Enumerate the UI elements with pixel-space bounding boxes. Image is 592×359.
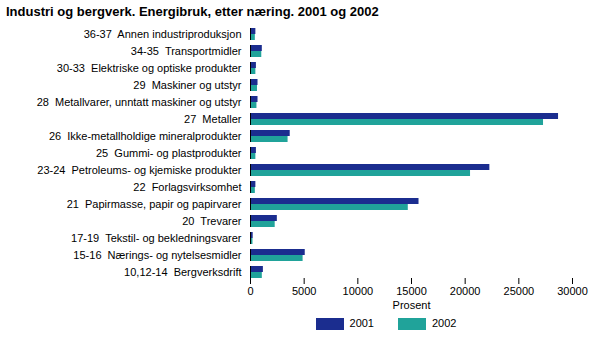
- svg-text:Prosent: Prosent: [393, 299, 431, 311]
- svg-text:30000: 30000: [557, 285, 588, 297]
- svg-text:15000: 15000: [396, 285, 427, 297]
- svg-text:20 Trevarer: 20 Trevarer: [182, 215, 242, 227]
- html-text:Industri og bergverk. Energibr: Industri og bergverk. Energibruk, etter …: [6, 4, 379, 19]
- svg-text:5000: 5000: [292, 285, 316, 297]
- svg-text:22 Forlagsvirksomhet: 22 Forlagsvirksomhet: [133, 181, 241, 193]
- svg-text:20000: 20000: [450, 285, 481, 297]
- svg-text:25000: 25000: [504, 285, 535, 297]
- svg-text:30-33 Elektriske og optiske p: 30-33 Elektriske og optiske produkter: [57, 62, 242, 74]
- svg-text:26 Ikke-metallholdige mineral: 26 Ikke-metallholdige mineralprodukter: [49, 130, 242, 142]
- html-text:2002: 2002: [432, 317, 457, 329]
- svg-text:28 Metallvarer, unntatt maski: 28 Metallvarer, unntatt maskiner og utst…: [37, 96, 242, 108]
- svg-text:15-16 Nærings- og nytelsesmid: 15-16 Nærings- og nytelsesmidler: [73, 249, 241, 261]
- svg-text:29 Maskiner og utstyr: 29 Maskiner og utstyr: [133, 79, 242, 91]
- svg-text:23-24 Petroleums- og kjemiske: 23-24 Petroleums- og kjemiske produkter: [37, 164, 242, 176]
- svg-text:0: 0: [247, 285, 253, 297]
- svg-text:10000: 10000: [343, 285, 374, 297]
- svg-text:34-35 Transportmidler: 34-35 Transportmidler: [131, 45, 242, 57]
- svg-text:25 Gummi- og plastprodukter: 25 Gummi- og plastprodukter: [96, 147, 242, 159]
- svg-text:10,12-14 Bergverksdrift: 10,12-14 Bergverksdrift: [124, 266, 241, 278]
- svg-text:21 Papirmasse, papir og papir: 21 Papirmasse, papir og papirvarer: [67, 198, 242, 210]
- html-text:2001: 2001: [349, 317, 374, 329]
- svg-text:17-19 Tekstil- og beklednings: 17-19 Tekstil- og bekledningsvarer: [71, 232, 242, 244]
- svg-text:36-37 Annen industriproduksjo: 36-37 Annen industriproduksjon: [84, 28, 242, 40]
- svg-text:27 Metaller: 27 Metaller: [184, 113, 242, 125]
